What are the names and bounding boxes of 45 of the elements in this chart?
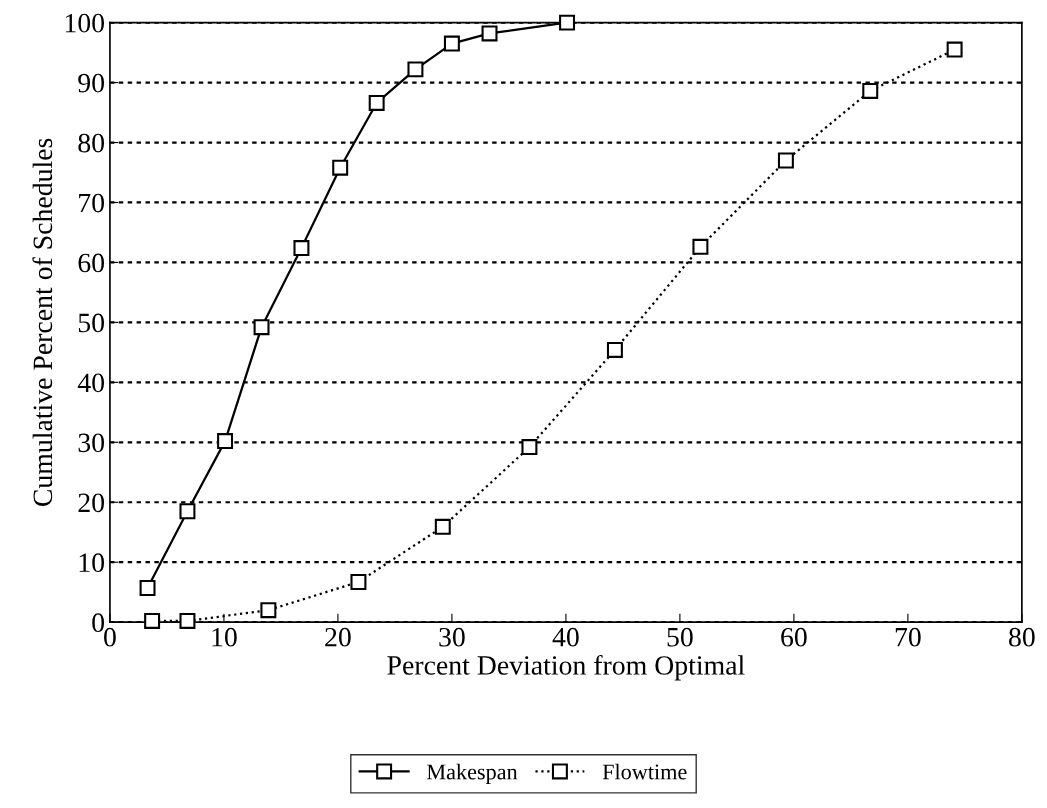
y-tick-label: 80: [78, 133, 105, 153]
y-tick-label: 30: [78, 433, 105, 453]
point: [368, 94, 385, 111]
x-tick-label: 50: [667, 627, 693, 647]
point: [777, 152, 794, 169]
point: [139, 580, 156, 596]
point: [260, 602, 277, 619]
point: [862, 82, 879, 99]
y-tick-label: 100: [65, 13, 105, 33]
point: [606, 341, 623, 358]
x-tick-label: 60: [781, 627, 807, 647]
x-axis-title: Percent Deviation from Optimal: [387, 654, 745, 681]
y-tick-label: 50: [78, 313, 105, 333]
x-tick-label: 70: [895, 627, 921, 647]
y-tick-label: 10: [79, 553, 105, 573]
point: [946, 41, 963, 58]
point: [559, 14, 576, 31]
point: [332, 159, 349, 176]
point: [179, 612, 196, 629]
point: [521, 439, 538, 456]
point: [293, 240, 310, 257]
y-tick-label: 60: [78, 253, 105, 273]
y-tick-label: 70: [79, 193, 105, 213]
x-tick-label: 40: [552, 627, 579, 647]
point: [443, 35, 460, 52]
x-tick-label: 80: [1009, 627, 1035, 647]
y-tick-label: 90: [78, 73, 105, 93]
y-tick-label: 0: [92, 613, 105, 633]
y-tick-label: 40: [77, 373, 105, 393]
point: [692, 238, 709, 255]
point: [217, 433, 234, 450]
point: [179, 503, 196, 520]
point: [253, 319, 270, 336]
point: [350, 574, 367, 590]
y-axis-title: Cumulative Percent of Schedules: [32, 138, 53, 507]
point: [434, 518, 451, 535]
x-tick-label: 10: [212, 627, 237, 647]
x-tick-label: 30: [439, 627, 465, 647]
point: [407, 61, 424, 78]
x-tick-label: 20: [325, 627, 351, 647]
legend-label: Makespan: [426, 763, 518, 784]
point: [144, 612, 161, 629]
legend-label: Flowtime: [602, 763, 687, 780]
y-tick-label: 20: [78, 493, 105, 513]
point: [481, 25, 498, 42]
